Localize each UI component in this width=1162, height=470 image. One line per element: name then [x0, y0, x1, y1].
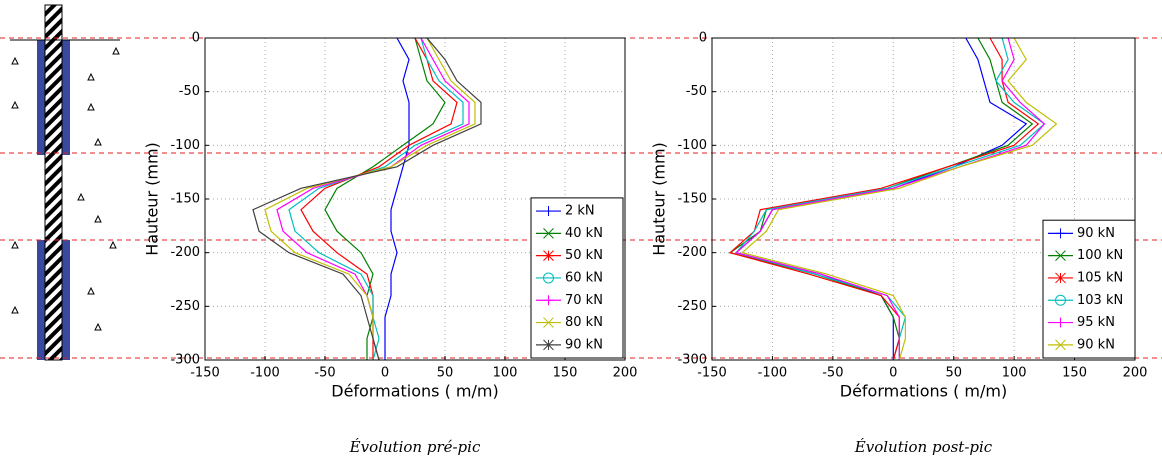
y-axis-label: Hauteur (mm): [143, 142, 162, 256]
x-tick-label: -100: [250, 366, 280, 381]
x-tick-label: 50: [945, 366, 962, 381]
y-tick-label: -100: [170, 138, 200, 153]
legend-marker: [543, 227, 554, 239]
legend-marker: [543, 317, 554, 328]
legend-box: [1042, 219, 1136, 359]
x-tick-label: 200: [613, 366, 638, 381]
legend: 90 kN 100 kN 105 kN 103 kN 95 kN 90 kN: [1042, 219, 1136, 359]
legend-marker: [1055, 250, 1066, 262]
series-line: [288, 37, 464, 361]
y-tick-label: -100: [677, 138, 707, 153]
legend-marker: [543, 295, 554, 306]
series-line: [384, 37, 410, 360]
legend: 2 kN 40 kN 50 kN 60 kN 70 kN 80 kN 90 kN: [530, 197, 624, 359]
legend-marker: [543, 250, 554, 262]
y-tick-label: -150: [170, 192, 200, 207]
legend-marker: [543, 272, 554, 284]
legend-label: 90 kN: [565, 337, 603, 352]
legend-label: 60 kN: [565, 270, 603, 285]
y-tick-label: 0: [192, 31, 200, 46]
legend-label: 40 kN: [565, 226, 603, 241]
y-tick-label: 0: [699, 31, 707, 46]
legend-label: 70 kN: [565, 293, 603, 308]
legend-marker: [543, 339, 554, 351]
legend-label: 100 kN: [1077, 248, 1123, 263]
pile-schematic: [10, 4, 120, 361]
legend-marker: [543, 206, 554, 217]
x-tick-label: -50: [822, 366, 843, 381]
plot-frame: [204, 37, 626, 361]
x-tick-label: 50: [437, 366, 454, 381]
x-tick-label: 0: [381, 366, 389, 381]
legend-label: 105 kN: [1077, 270, 1123, 285]
y-tick-label: -200: [170, 245, 200, 260]
series-line: [264, 37, 476, 361]
legend-marker: [1055, 317, 1066, 328]
legend-marker: [1055, 294, 1066, 306]
y-axis-label: Hauteur (mm): [650, 142, 669, 256]
chart-title: Évolution post-pic: [854, 438, 993, 456]
y-tick-label: -150: [677, 192, 707, 207]
y-tick-label: -200: [677, 245, 707, 260]
x-tick-label: -50: [314, 366, 335, 381]
plot-frame: [711, 37, 1136, 361]
x-tick-label: 100: [1002, 366, 1027, 381]
legend-marker: [1055, 339, 1066, 351]
legend-label: 2 kN: [565, 204, 595, 219]
series-line: [252, 37, 482, 361]
x-tick-label: 200: [1123, 366, 1148, 381]
series-line: [734, 37, 1046, 360]
legend-label: 103 kN: [1077, 293, 1123, 308]
chart-title: Évolution pré-pic: [349, 438, 481, 456]
legend-label: 90 kN: [1077, 337, 1115, 352]
legend-label: 95 kN: [1077, 315, 1115, 330]
y-tick-label: -300: [170, 353, 200, 368]
series-line: [728, 37, 1034, 361]
x-tick-label: 100: [493, 366, 518, 381]
legend-marker: [1055, 272, 1066, 284]
legend-label: 90 kN: [1077, 226, 1115, 241]
legend-label: 50 kN: [565, 248, 603, 263]
x-tick-label: 0: [889, 366, 897, 381]
x-tick-label: -100: [758, 366, 788, 381]
x-tick-label: 150: [1062, 366, 1087, 381]
y-tick-label: -50: [686, 84, 707, 99]
series-line: [734, 37, 1028, 360]
x-tick-label: -150: [697, 366, 727, 381]
x-axis-label: Déformations ( m/m): [840, 382, 1007, 401]
y-tick-label: -250: [170, 299, 200, 314]
y-tick-label: -300: [677, 353, 707, 368]
x-axis-label: Déformations ( m/m): [331, 382, 498, 401]
legend-marker: [1055, 228, 1066, 239]
series-line: [740, 37, 1058, 361]
x-tick-label: -150: [190, 366, 220, 381]
y-tick-label: -250: [677, 299, 707, 314]
x-tick-label: 150: [553, 366, 578, 381]
y-tick-label: -50: [179, 84, 200, 99]
series-line: [735, 37, 1046, 360]
legend-label: 80 kN: [565, 315, 603, 330]
